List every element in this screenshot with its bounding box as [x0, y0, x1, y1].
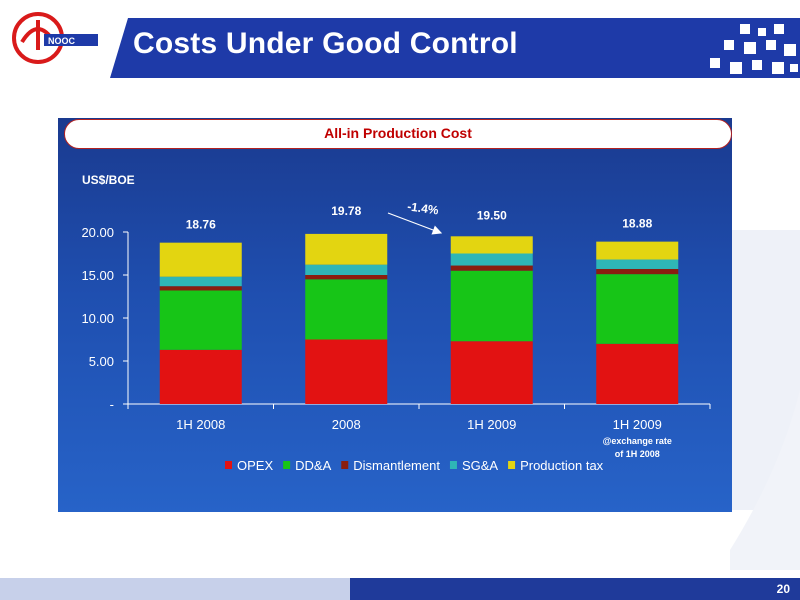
bar-segment-sg-a	[305, 264, 388, 275]
bar-segment-dismantlement	[305, 275, 388, 280]
legend-label: SG&A	[462, 458, 498, 473]
bar-segment-dd-a	[450, 270, 533, 342]
bar-segment-production-tax	[305, 233, 388, 265]
bar-total-label: 19.78	[331, 204, 361, 218]
bar-segment-opex	[159, 349, 242, 404]
legend-label: Dismantlement	[353, 458, 440, 473]
y-tick-label: 20.00	[81, 225, 114, 240]
x-tick-label: 2008	[332, 417, 361, 432]
bar-segment-sg-a	[159, 276, 242, 287]
legend-label: OPEX	[237, 458, 273, 473]
legend-label: DD&A	[295, 458, 331, 473]
page-number: 20	[776, 582, 790, 596]
bar-total-label: 19.50	[477, 208, 507, 222]
x-tick-label: 1H 2009	[467, 417, 516, 432]
bar-segment-sg-a	[596, 259, 679, 269]
y-tick-label: -	[110, 397, 114, 412]
bar-segment-dismantlement	[596, 268, 679, 275]
y-tick-label: 15.00	[81, 268, 114, 283]
bar-segment-dismantlement	[450, 265, 533, 271]
bar-segment-dismantlement	[159, 286, 242, 291]
footer-band-right	[350, 578, 800, 600]
legend-swatch	[341, 461, 349, 469]
bar-segment-sg-a	[450, 253, 533, 266]
bar-segment-dd-a	[159, 290, 242, 350]
chart-title-box: All-in Production Cost	[64, 119, 732, 149]
legend-swatch	[449, 461, 457, 469]
x-tick-label: 1H 2009	[613, 417, 662, 432]
change-annotation: -1.4%	[406, 199, 439, 217]
legend-swatch	[508, 461, 516, 469]
company-logo: NOOC	[12, 12, 98, 64]
bar-segment-production-tax	[450, 236, 533, 254]
footer-band-left	[0, 578, 350, 600]
bar-segment-dd-a	[596, 274, 679, 344]
bar-segment-production-tax	[159, 242, 242, 277]
bar-segment-dd-a	[305, 279, 388, 340]
legend-swatch	[225, 461, 232, 469]
y-axis-label: US$/BOE	[82, 173, 135, 187]
x-tick-label: 1H 2008	[176, 417, 225, 432]
page-title: Costs Under Good Control	[133, 27, 518, 60]
bar-segment-opex	[450, 341, 533, 404]
legend-label: Production tax	[520, 458, 604, 473]
category-note: of 1H 2008	[615, 449, 660, 459]
y-tick-label: 5.00	[89, 354, 114, 369]
bar-total-label: 18.88	[622, 217, 652, 231]
y-tick-label: 10.00	[81, 311, 114, 326]
bar-segment-production-tax	[596, 241, 679, 260]
bar-segment-opex	[305, 339, 388, 404]
title-decoration	[710, 24, 798, 74]
chart-title: All-in Production Cost	[324, 125, 472, 141]
legend-swatch	[283, 461, 291, 469]
bar-segment-opex	[596, 343, 679, 404]
title-bar-notch	[110, 18, 128, 78]
category-note: @exchange rate	[603, 436, 672, 446]
svg-text:NOOC: NOOC	[48, 36, 76, 46]
title-bar	[110, 18, 800, 78]
bar-total-label: 18.76	[186, 218, 216, 232]
change-arrow	[387, 212, 443, 235]
